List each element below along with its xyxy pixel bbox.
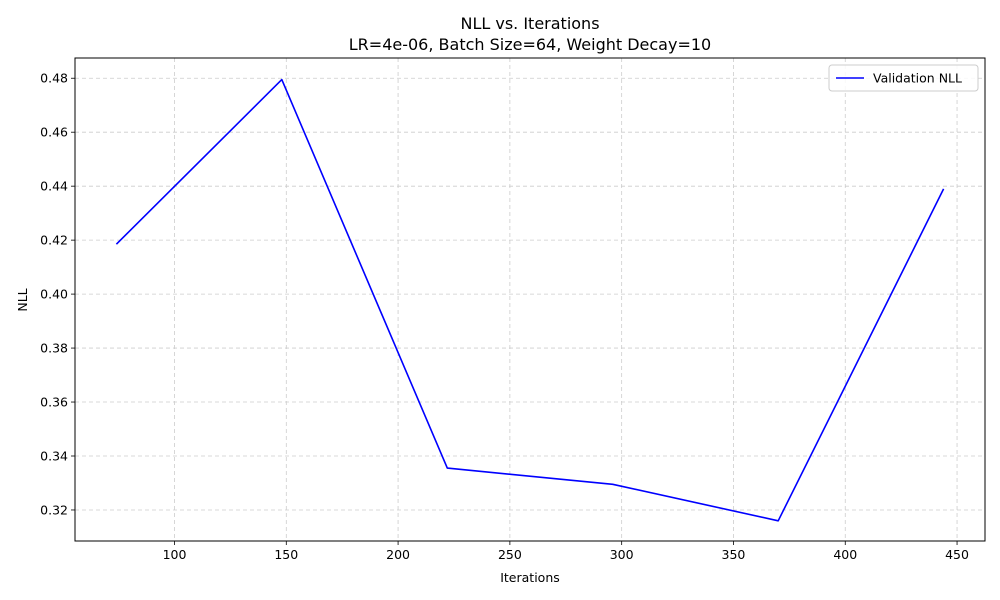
x-tick-label: 250 (498, 547, 522, 562)
axis-ticks: 100 150 200 250 300 350 400 450 0.32 0.34 0.36 0.38… (40, 71, 969, 562)
x-tick-label: 350 (722, 547, 746, 562)
y-tick-label: 0.46 (40, 125, 68, 140)
y-tick-label: 0.38 (40, 341, 68, 356)
chart-subtitle: LR=4e-06, Batch Size=64, Weight Decay=10 (349, 35, 711, 54)
x-tick-label: 150 (274, 547, 298, 562)
y-tick-label: 0.44 (40, 179, 68, 194)
x-tick-label: 100 (163, 547, 187, 562)
plot-area-frame (74, 57, 986, 542)
x-tick-label: 400 (833, 547, 857, 562)
legend-box (828, 64, 979, 92)
grid-lines (75, 58, 985, 541)
y-tick-label: 0.42 (40, 233, 68, 248)
series-layer (115, 78, 945, 522)
y-tick-label: 0.34 (40, 449, 68, 464)
x-tick-label: 300 (610, 547, 634, 562)
legend: Validation NLL (828, 64, 979, 92)
y-tick-label: 0.32 (40, 502, 68, 517)
x-axis-label: Iterations (500, 570, 560, 585)
y-tick-label: 0.40 (40, 287, 68, 302)
legend-label-validation-nll: Validation NLL (873, 71, 962, 86)
x-tick-label: 450 (945, 547, 969, 562)
series-line-validation-nll (115, 78, 945, 522)
chart-title: NLL vs. Iterations (460, 14, 599, 33)
x-tick-label: 200 (386, 547, 410, 562)
y-axis-label: NLL (15, 288, 30, 311)
y-tick-label: 0.36 (40, 395, 68, 410)
y-tick-label: 0.48 (40, 71, 68, 86)
